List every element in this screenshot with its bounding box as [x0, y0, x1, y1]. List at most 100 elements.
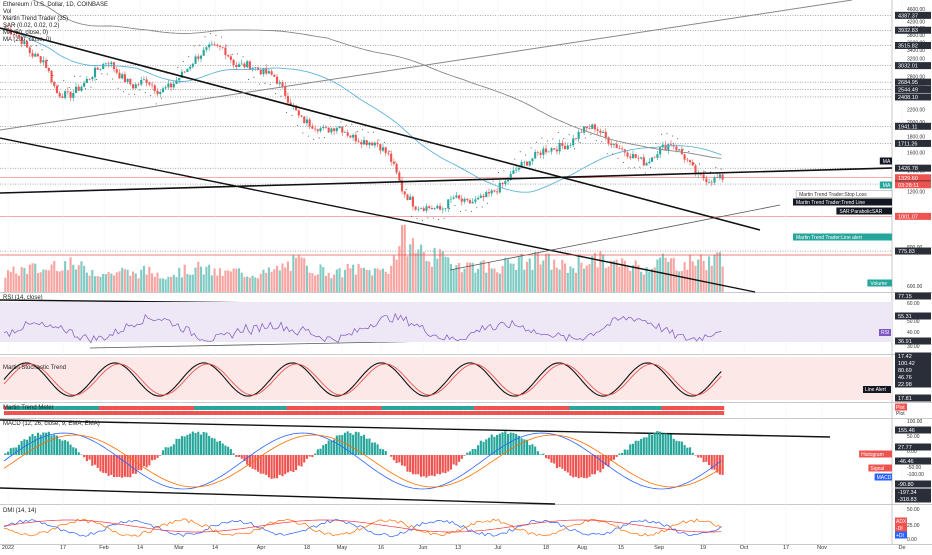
rsi-legend[interactable]: RSI (14, close) — [3, 295, 43, 302]
trend-meter-cell — [477, 411, 480, 415]
sar-dot — [188, 56, 189, 57]
trend-meter-cell — [287, 411, 290, 415]
volume-bar — [390, 266, 392, 292]
candle-body — [91, 77, 93, 79]
volume-bar — [507, 259, 509, 292]
candle-body — [178, 78, 180, 80]
dmi-legend[interactable]: DMI (14, 14) — [3, 508, 36, 515]
main-legend[interactable]: Ethereum / U.S. Dollar, 1D, COINBASE Vol… — [3, 2, 108, 44]
trend-meter-cell — [436, 406, 439, 410]
trend-meter-cell — [306, 411, 309, 415]
volume-bar — [325, 276, 327, 292]
candle-body — [281, 83, 283, 87]
macd-histogram-bar — [583, 455, 585, 478]
trend-meter-legend[interactable]: Martin Trend Meter — [3, 405, 54, 412]
macd-histogram-bar — [224, 446, 226, 455]
sar-dot — [525, 155, 526, 156]
trend-meter-cell — [240, 411, 243, 415]
macd-histogram-bar — [273, 455, 275, 478]
volume-bar — [678, 271, 680, 292]
trend-meter-cell — [268, 411, 271, 415]
trend-meter-cell — [488, 406, 491, 410]
volume-bar — [300, 257, 302, 292]
trend-meter-cell — [623, 411, 626, 415]
volume-bar — [599, 251, 601, 292]
trend-meter-cell — [531, 406, 534, 410]
stoch-label: 17.42 — [898, 354, 912, 360]
trend-meter-cell — [107, 406, 110, 410]
trend-meter-cell — [330, 406, 333, 410]
trend-meter-cell — [374, 411, 377, 415]
trend-meter-cell — [186, 411, 189, 415]
trend-meter-cell — [297, 406, 300, 410]
trend-meter-cell — [575, 411, 578, 415]
trend-meter-cell — [61, 411, 64, 415]
trend-meter-cell — [186, 406, 189, 410]
trend-meter-cell — [227, 406, 230, 410]
volume-bar — [344, 270, 346, 292]
trend-meter-cell — [262, 406, 265, 410]
volume-bar — [184, 265, 186, 292]
sar-dot — [601, 141, 602, 142]
macd-histogram-bar — [512, 433, 514, 455]
macd-histogram-bar — [420, 455, 422, 477]
candle-body — [496, 191, 498, 192]
volume-bar — [387, 274, 389, 292]
trend-lines[interactable] — [0, 0, 892, 504]
trend-meter-cell — [322, 406, 325, 410]
stochastic-legend[interactable]: Martin Stochastic Trend — [3, 365, 66, 372]
trend-meter-cell — [637, 411, 640, 415]
macd-histogram-bar — [521, 438, 523, 455]
trend-meter-cell — [572, 406, 575, 410]
candle-body — [80, 87, 82, 91]
trend-meter-cell — [354, 406, 357, 410]
macd-histogram-bar — [7, 452, 9, 455]
trend-meter-cell — [629, 406, 632, 410]
trend-meter-cell — [512, 411, 515, 415]
trend-meter-cell — [110, 406, 113, 410]
trend-meter-cell — [205, 406, 208, 410]
trend-meter-cell — [295, 411, 298, 415]
macd-histogram-bar — [504, 431, 506, 455]
sar-dot — [330, 117, 331, 118]
trend-meter-cell — [129, 411, 132, 415]
trend-meter-cell — [164, 411, 167, 415]
macd-histogram-bar — [461, 455, 463, 459]
macd-histogram-bar — [466, 453, 468, 455]
macd-histogram-bar — [31, 434, 33, 455]
trend-meter-cell — [629, 411, 632, 415]
sar-dot — [156, 103, 157, 104]
trend-meter-cell — [504, 406, 507, 410]
trend-meter-cell — [610, 406, 613, 410]
macd-histogram-bar — [156, 455, 158, 458]
volume-bar — [352, 265, 354, 292]
time-axis-label: De — [898, 545, 905, 550]
candle-body — [567, 146, 569, 150]
volume-bar — [97, 276, 99, 292]
trend-meter-cell — [702, 411, 705, 415]
candle-body — [132, 84, 134, 88]
macd-histogram-bar — [624, 449, 626, 455]
volume-bar — [186, 274, 188, 292]
candle-body — [602, 132, 604, 133]
price-axis[interactable]: 4600.004400.004200.004000.003800.003600.… — [793, 7, 931, 543]
trend-meter-cell — [607, 411, 610, 415]
volume-bar — [235, 269, 237, 292]
macd-legend[interactable]: MACD (12, 26, close, 9, EMA, EMA) — [3, 421, 100, 428]
volume-bar — [162, 278, 164, 292]
trend-meter-cell — [648, 411, 651, 415]
sar-dot — [63, 80, 64, 81]
macd-histogram-bar — [722, 455, 724, 475]
candle-body — [713, 177, 715, 182]
volume-bar — [287, 261, 289, 292]
candle-body — [613, 144, 615, 145]
volume-bar — [523, 270, 525, 292]
macd-histogram-bar — [415, 455, 417, 474]
trend-meter-cell — [80, 406, 83, 410]
rsi-tick: 50.00 — [907, 319, 920, 325]
trend-meter-cell — [115, 411, 118, 415]
side-label: Volume — [870, 281, 887, 287]
trend-meter-cell — [509, 411, 512, 415]
